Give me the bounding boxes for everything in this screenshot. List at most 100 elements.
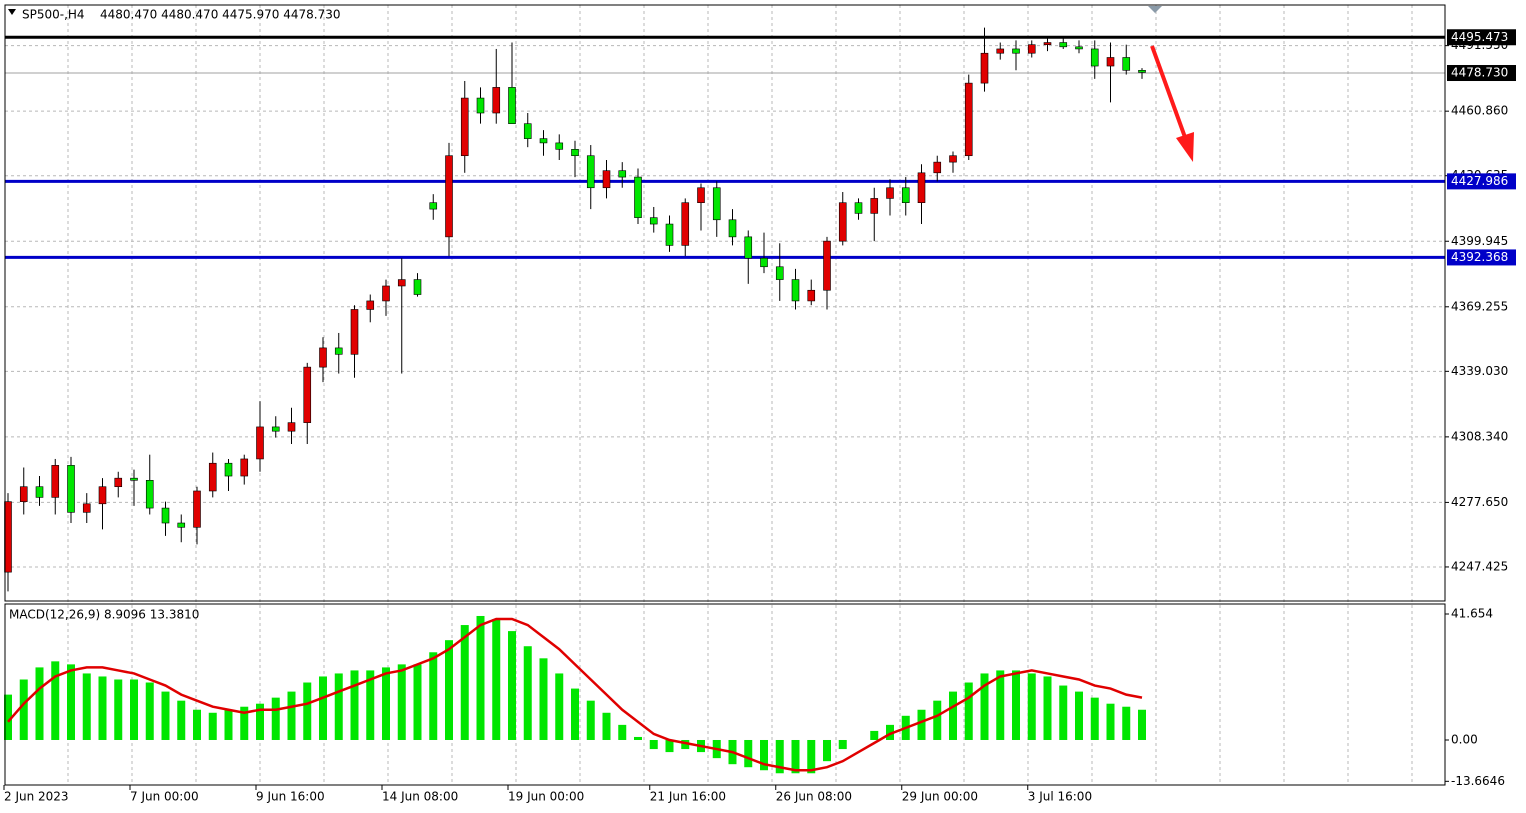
macd-bar bbox=[208, 712, 217, 740]
macd-bar bbox=[19, 679, 28, 740]
macd-bar bbox=[571, 688, 579, 740]
price-label-box bbox=[1447, 29, 1516, 46]
x-tick-label: 7 Jun 00:00 bbox=[130, 790, 199, 804]
price-label: 4478.730 bbox=[1451, 66, 1508, 80]
candle-body bbox=[271, 426, 280, 432]
macd-bar bbox=[350, 670, 359, 740]
macd-bar bbox=[886, 724, 894, 740]
macd-bar bbox=[492, 619, 501, 740]
macd-bar bbox=[933, 700, 942, 740]
macd-bar bbox=[224, 709, 233, 740]
candle-body bbox=[382, 285, 390, 302]
candle-body bbox=[145, 480, 154, 509]
candle-body bbox=[571, 149, 579, 157]
macd-bar bbox=[114, 679, 123, 740]
macd-bar bbox=[476, 615, 485, 740]
candle-body bbox=[1043, 42, 1052, 45]
candle-body bbox=[681, 202, 690, 246]
candle-body bbox=[366, 300, 375, 310]
candle-body bbox=[161, 507, 170, 524]
macd-bar bbox=[319, 676, 327, 740]
x-tick-label: 19 Jun 00:00 bbox=[508, 790, 584, 804]
candle-body bbox=[917, 172, 926, 203]
candle-body bbox=[775, 266, 784, 280]
candle-body bbox=[1138, 70, 1146, 73]
candle-body bbox=[838, 202, 847, 242]
price-label: 4495.473 bbox=[1451, 30, 1508, 44]
macd-bar bbox=[397, 664, 406, 740]
candle-body bbox=[807, 289, 816, 302]
macd-bar bbox=[240, 706, 249, 740]
candle-body bbox=[1075, 46, 1083, 50]
candle-body bbox=[996, 48, 1005, 54]
candle-body bbox=[618, 170, 627, 178]
macd-pane bbox=[4, 603, 1446, 786]
price-label: 4427.986 bbox=[1451, 174, 1508, 188]
macd-bar bbox=[980, 673, 989, 740]
candle-body bbox=[114, 477, 123, 488]
price-label-box bbox=[1447, 173, 1516, 190]
macd-bar bbox=[256, 703, 264, 740]
price-label-box bbox=[1447, 65, 1516, 82]
macd-bar bbox=[429, 652, 438, 740]
x-tick-label: 14 Jun 08:00 bbox=[382, 790, 458, 804]
candle-body bbox=[51, 465, 60, 498]
candle-body bbox=[760, 257, 768, 268]
macd-bar bbox=[287, 691, 296, 740]
candle-body bbox=[4, 501, 12, 573]
macd-bar bbox=[4, 694, 12, 740]
arrow-shaft bbox=[1150, 45, 1188, 141]
candle-body bbox=[1059, 42, 1068, 48]
macd-bar bbox=[35, 667, 44, 740]
ohlc-readout: 4480.470 4480.470 4475.970 4478.730 bbox=[100, 8, 340, 22]
price-pane bbox=[4, 4, 1446, 602]
candle-body bbox=[980, 52, 989, 84]
x-tick-label: 3 Jul 16:00 bbox=[1028, 790, 1092, 804]
y-tick-label: 4308.340 bbox=[1451, 429, 1508, 443]
macd-bar bbox=[334, 673, 343, 740]
macd-bar bbox=[539, 658, 548, 740]
y-tick-label: 4247.425 bbox=[1451, 559, 1508, 573]
candle-body bbox=[224, 462, 233, 477]
x-tick-label: 2 Jun 2023 bbox=[4, 790, 69, 804]
candle-body bbox=[665, 223, 674, 246]
y-tick-label: 0.00 bbox=[1451, 732, 1478, 746]
macd-bar bbox=[760, 739, 768, 771]
candle-body bbox=[1012, 48, 1020, 54]
candle-body bbox=[870, 198, 879, 214]
candle-body bbox=[429, 202, 438, 210]
macd-bar bbox=[807, 739, 816, 774]
macd-bar bbox=[996, 670, 1005, 740]
macd-bar bbox=[193, 709, 201, 740]
candle-body bbox=[397, 279, 406, 287]
candle-body bbox=[555, 142, 564, 150]
candle-body bbox=[177, 522, 186, 528]
macd-bar bbox=[1138, 709, 1146, 740]
macd-bar bbox=[602, 712, 611, 740]
macd-bar bbox=[67, 664, 75, 740]
price-label: 4392.368 bbox=[1451, 250, 1508, 264]
menu-triangle[interactable] bbox=[8, 9, 16, 15]
macd-bar bbox=[665, 739, 674, 753]
macd-bar bbox=[161, 691, 170, 740]
macd-bar bbox=[508, 631, 516, 740]
candle-body bbox=[744, 236, 753, 259]
macd-bar bbox=[82, 673, 91, 740]
candle-body bbox=[886, 187, 894, 199]
macd-bar bbox=[366, 670, 375, 740]
candle-body bbox=[523, 123, 532, 139]
candle-body bbox=[256, 426, 264, 460]
candle-body bbox=[634, 176, 642, 218]
macd-bar bbox=[303, 682, 312, 740]
candle-body bbox=[586, 155, 595, 189]
candle-body bbox=[728, 219, 737, 238]
macd-bar bbox=[1090, 697, 1099, 740]
candle-body bbox=[35, 486, 44, 498]
candle-body bbox=[1090, 48, 1099, 67]
macd-bar bbox=[177, 700, 186, 740]
candle-body bbox=[823, 240, 831, 291]
candle-body bbox=[492, 87, 501, 114]
price-label-box bbox=[1447, 249, 1516, 266]
candle-body bbox=[949, 155, 957, 163]
candle-body bbox=[240, 458, 249, 477]
